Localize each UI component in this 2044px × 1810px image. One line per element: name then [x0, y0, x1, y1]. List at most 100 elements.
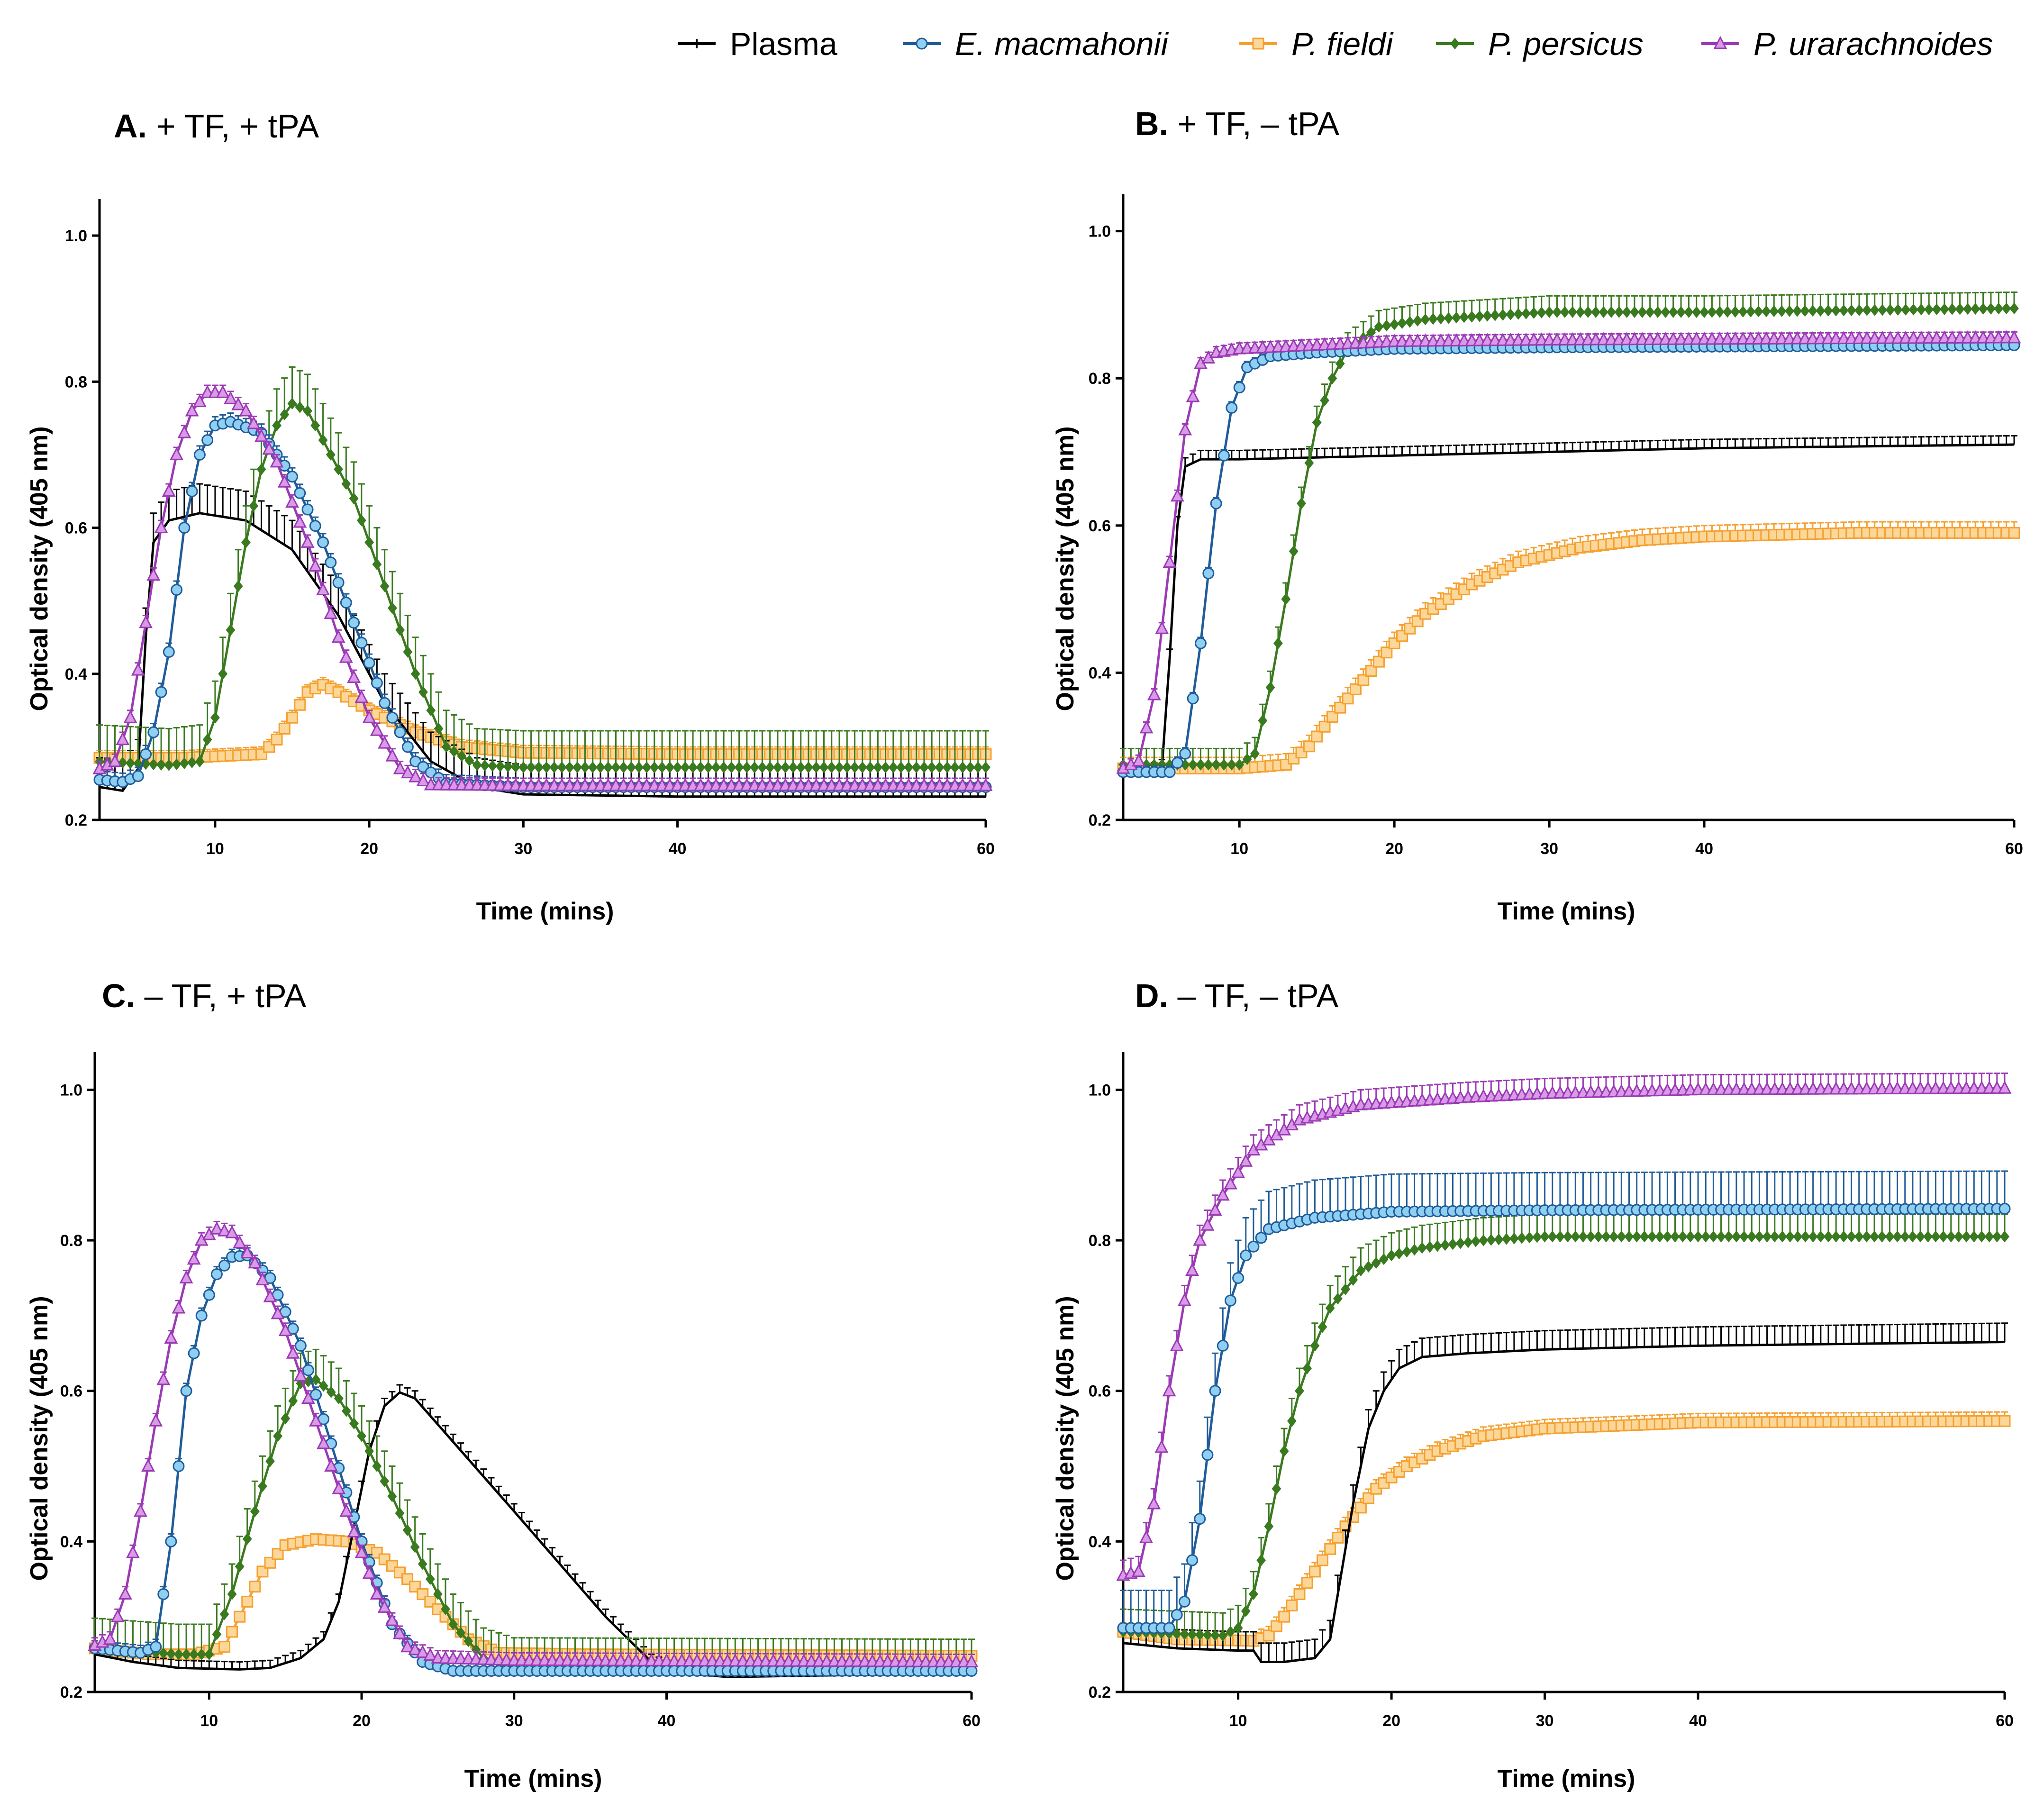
- panel-a-purar-point: [123, 709, 137, 723]
- panel-c-pfield-point: [226, 1626, 238, 1638]
- panel-a-series-ppers: [95, 366, 990, 773]
- panel-b: B. + TF, – tPA Time (mins) Optical densi…: [1052, 105, 2023, 925]
- panel-c-ppers-point: [318, 1380, 328, 1392]
- panel-a-ppers-point: [857, 761, 867, 773]
- panel-b-ppers-point: [1381, 319, 1391, 332]
- panel-a-ppers-point: [179, 757, 189, 769]
- panel-c-emac-point: [150, 1641, 162, 1653]
- panel-a-purar-point: [308, 558, 322, 572]
- panel-a-ppers-point: [788, 761, 798, 773]
- panel-c-purar-point: [408, 1642, 422, 1655]
- panel-a-ppers-point: [680, 761, 690, 773]
- panel-b-ppers-point: [1482, 309, 1492, 322]
- panel-a-ppers-point: [865, 761, 875, 773]
- panel-b-ppers-point: [1536, 307, 1546, 318]
- panel-b-pfield-point: [1372, 655, 1385, 668]
- panel-a-ppers-point: [981, 761, 990, 773]
- panel-b-ppers-point: [1823, 304, 1833, 317]
- panel-b-ppers-point: [1846, 304, 1856, 317]
- panel-a-ppers-point: [534, 761, 544, 773]
- panel-b-series-purar: [1116, 330, 2021, 774]
- panel-b-ppers-point: [1513, 308, 1523, 320]
- panel-a-purar-point: [185, 403, 199, 417]
- panel-a-ppers-point: [935, 761, 945, 773]
- panel-a-ppers-point: [526, 761, 536, 773]
- panel-c-ppers-point: [334, 1392, 344, 1404]
- panel-c-purar-point: [347, 1524, 361, 1537]
- panel-b-ppers-point: [1289, 545, 1299, 557]
- panel-c-purar-point: [393, 1626, 407, 1639]
- panel-a-purar-point: [131, 662, 145, 676]
- panel-c-purar-point: [233, 1235, 247, 1248]
- panel-b-purar-point: [1132, 753, 1146, 767]
- panel-c-ppers-point: [418, 1558, 427, 1570]
- panel-b-ppers-point: [1870, 304, 1880, 316]
- panel-c-ppers-point: [425, 1573, 435, 1585]
- legend-label-pfield: P. fieldi: [1291, 26, 1394, 62]
- panel-b-pfield-point: [1381, 646, 1393, 659]
- panel-b-pfield-point: [1318, 720, 1331, 733]
- panel-b-pfield-point: [1326, 711, 1338, 723]
- panel-b-ppers-point: [1219, 759, 1229, 771]
- panel-b-ppers-point: [1436, 312, 1446, 325]
- panel-b-ylabel: Optical density (405 nm): [1052, 426, 1079, 711]
- panel-b-ppers-point: [1816, 305, 1826, 317]
- panel-c-emac-point: [203, 1289, 215, 1301]
- panel-a-ppers-point: [449, 746, 459, 757]
- panel-a-pfield-point: [294, 699, 306, 711]
- panel-b-ppers-point: [1769, 305, 1779, 318]
- panel-b-xtick-label: 20: [1385, 840, 1403, 858]
- panel-a-ppers-point: [557, 761, 567, 773]
- panel-b-pfield-point: [1334, 701, 1346, 714]
- panel-c-purar-point: [370, 1586, 384, 1600]
- panel-c-purar-point: [187, 1251, 201, 1265]
- panel-b-ppers-point: [1196, 759, 1206, 771]
- panel-c-ppers-point: [242, 1533, 252, 1545]
- panel-a-emac-point: [294, 487, 306, 499]
- panel-c-ytick-label: 0.8: [60, 1232, 82, 1250]
- panel-a-emac-point: [363, 657, 375, 669]
- panel-b-purar-point: [1178, 422, 1192, 436]
- panel-b-pfield-point: [1357, 674, 1370, 686]
- panel-a-emac-point: [309, 520, 321, 532]
- panel-c-ppers-point: [433, 1588, 443, 1600]
- panel-a-ppers-point: [126, 757, 135, 769]
- panel-b-series-pfield: [1117, 521, 2020, 774]
- panel-c-title-text: – TF, + tPA: [144, 977, 306, 1014]
- panel-a-ppers-point: [503, 761, 513, 773]
- panel-b-ppers-point: [1273, 637, 1283, 649]
- panel-a-emac-point: [140, 748, 152, 760]
- panel-c-emac-point: [294, 1339, 307, 1352]
- panel-c-ppers-point: [288, 1395, 298, 1407]
- panel-b-ppers-point: [1653, 306, 1662, 318]
- panel-a-ytick-label: 0.4: [65, 665, 87, 683]
- panel-a-ppers-point: [873, 761, 883, 773]
- panel-c-purar-point: [103, 1631, 117, 1645]
- panel-c-ppers-point: [456, 1627, 466, 1639]
- panel-a-ppers-point: [819, 761, 829, 773]
- panel-a-ppers-point: [911, 761, 921, 773]
- panel-a-ppers-point: [387, 602, 397, 614]
- panel-a-purar-point: [192, 394, 207, 408]
- panel-a-ppers-point: [326, 449, 336, 461]
- panel-b-ppers-point: [1459, 311, 1469, 323]
- panel-a-emac-point: [163, 646, 175, 658]
- panel-c-ppers-point: [387, 1490, 397, 1502]
- panel-c-purar-point: [240, 1245, 254, 1259]
- panel-a-emac-point: [394, 726, 406, 738]
- panel-a-ppers-point: [696, 761, 706, 773]
- panel-c: C. – TF, + tPA Time (mins) Optical densi…: [26, 977, 981, 1792]
- panel-a-ppers-point: [472, 759, 482, 771]
- panel-a-ppers-point: [395, 624, 405, 636]
- panel-a-ppers-point: [434, 722, 444, 735]
- panel-a-emac-point: [340, 597, 352, 609]
- panel-c-xtick-label: 20: [353, 1712, 371, 1730]
- panel-a-purar-point: [354, 690, 369, 703]
- panel-a: A. + TF, + tPA Time (mins) Optical densi…: [26, 108, 995, 925]
- panel-a-ppers-point: [618, 761, 628, 773]
- panel-a-ppers-point: [303, 405, 312, 417]
- panel-a-emac-point: [147, 726, 160, 738]
- panel-a-emac-point: [386, 711, 399, 724]
- panel-c-purar-point: [255, 1272, 270, 1285]
- panel-b-ppers-point: [1831, 304, 1841, 317]
